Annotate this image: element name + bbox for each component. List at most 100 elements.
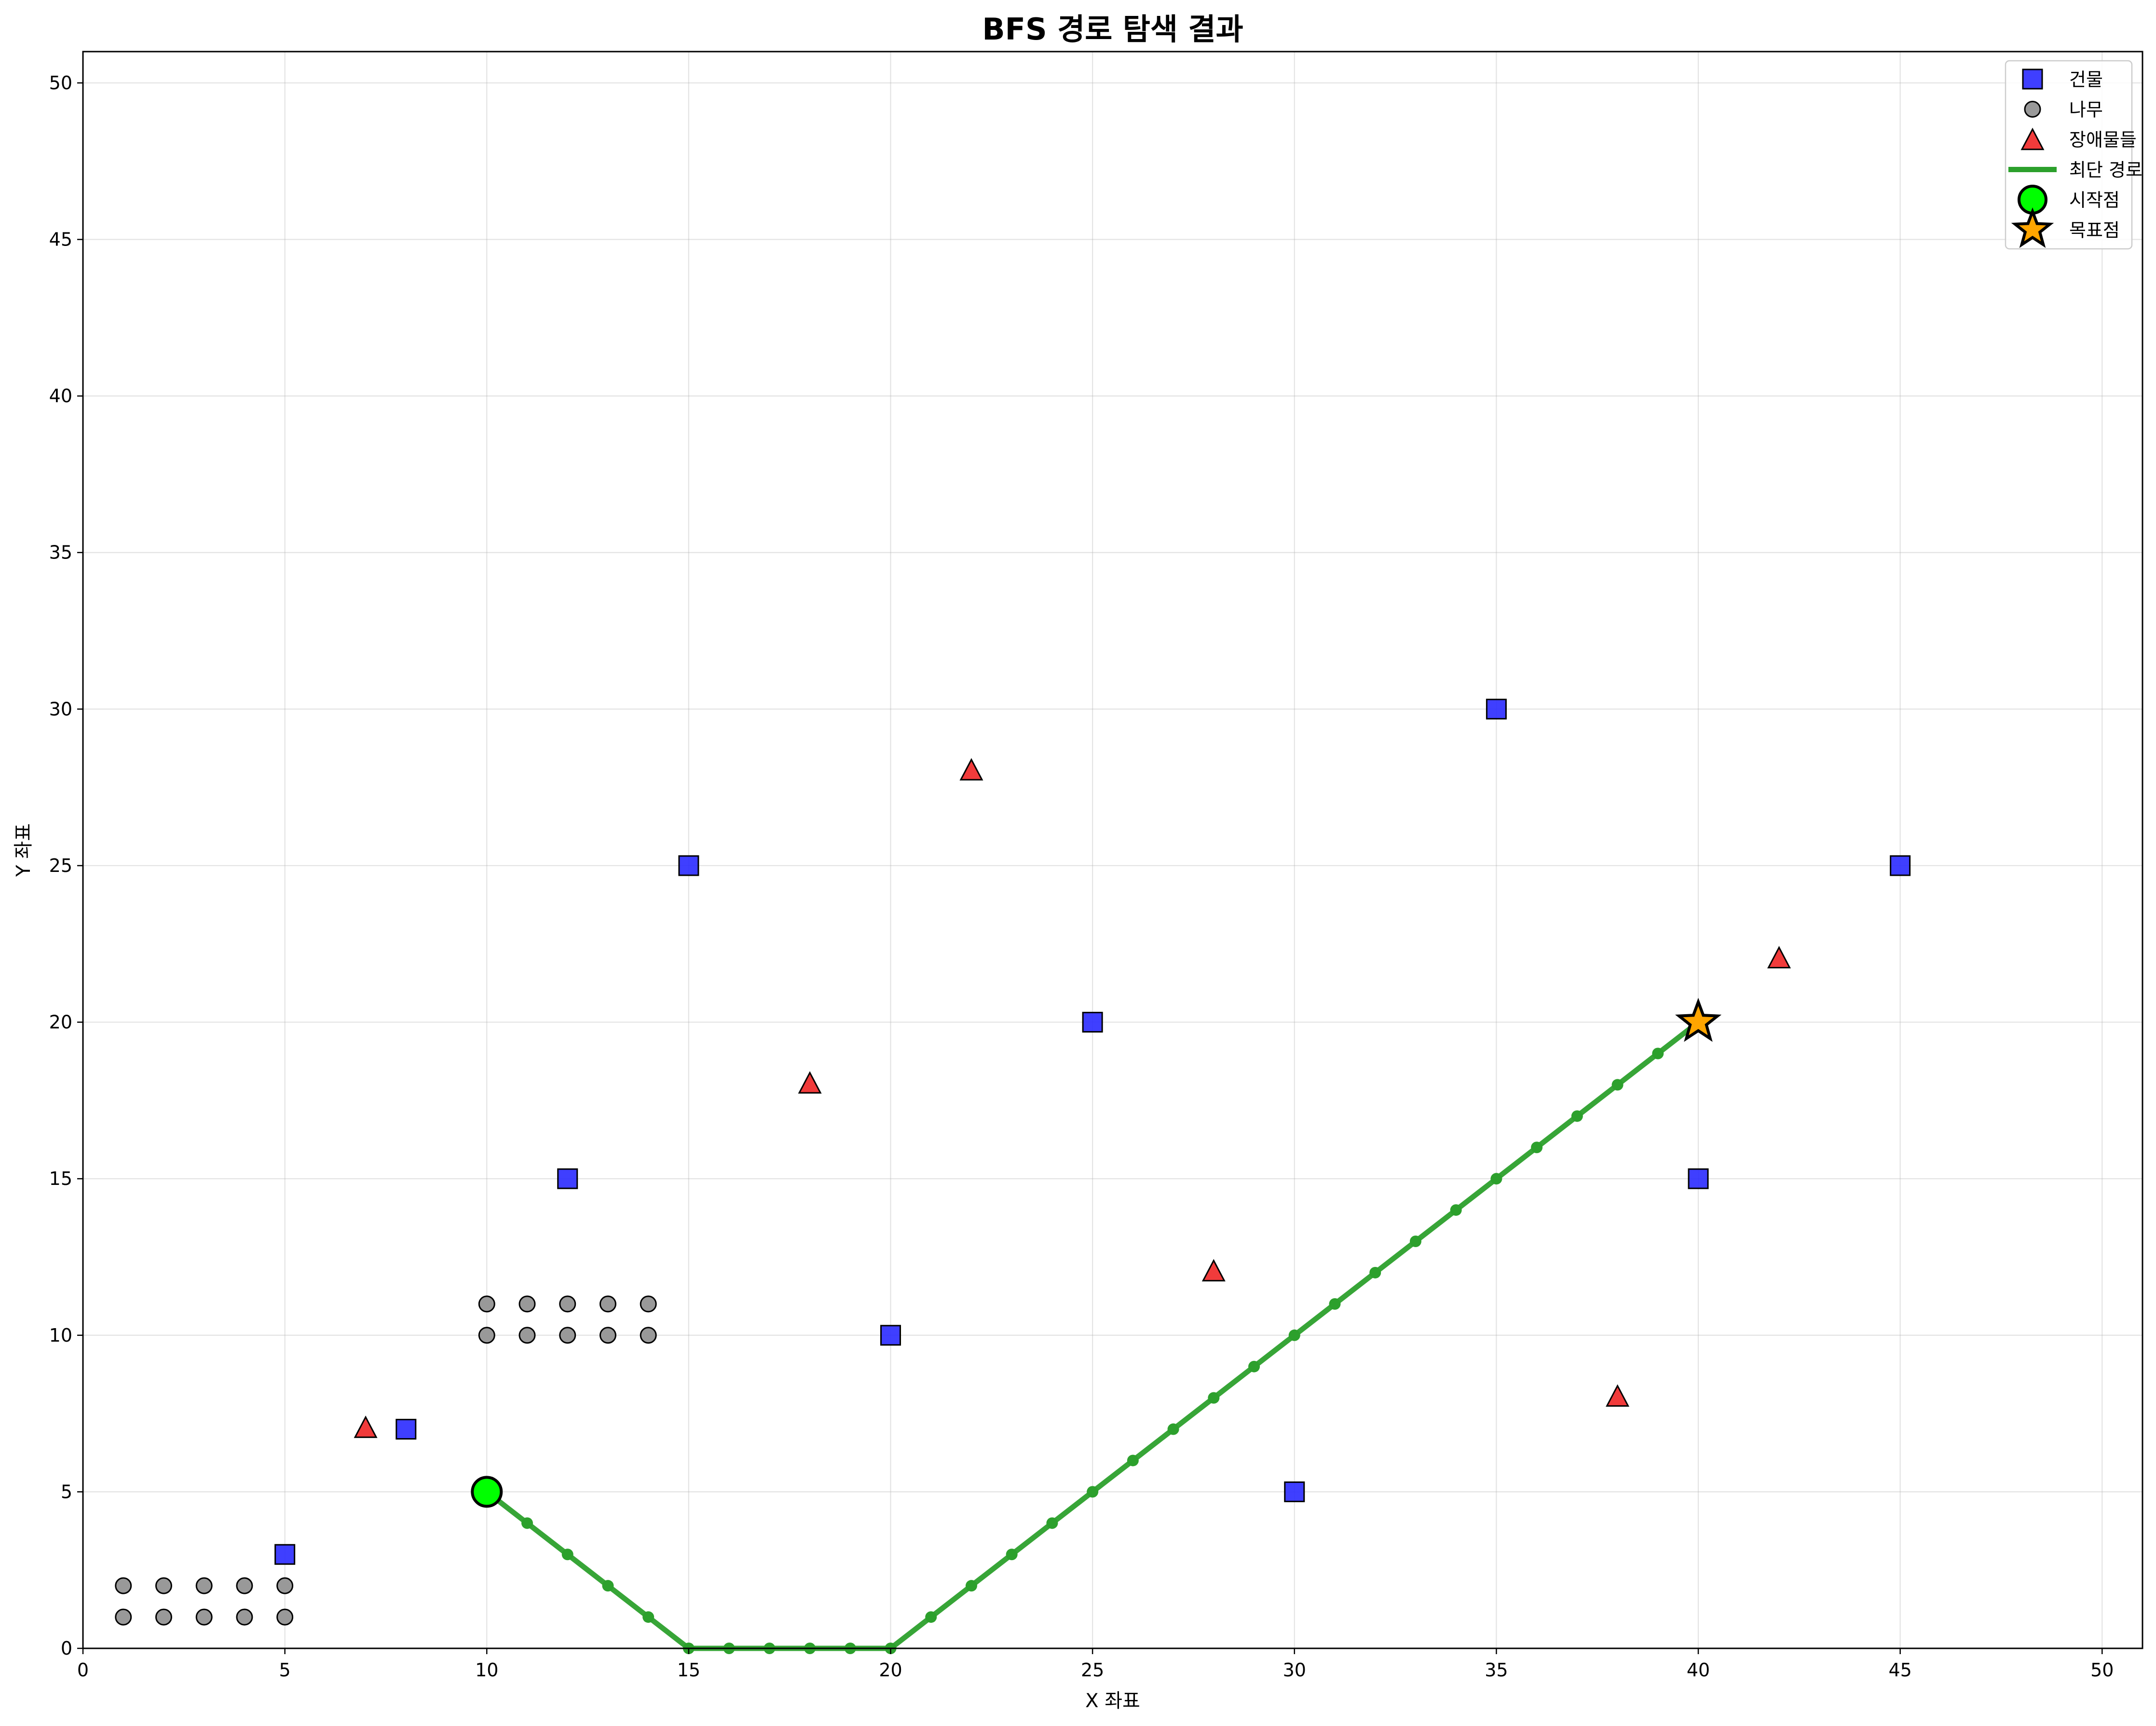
x-tick-label: 20: [879, 1659, 902, 1681]
series-buildings: [274, 698, 1911, 1565]
tree-point: [236, 1608, 253, 1626]
building-point: [678, 855, 699, 876]
tree-point: [519, 1295, 536, 1313]
tree-point: [115, 1608, 132, 1626]
legend-label: 목표점: [2069, 220, 2120, 241]
series-obstacles: [354, 758, 1791, 1438]
legend-item: 시작점: [2018, 185, 2120, 215]
obstacle-point: [1606, 1384, 1630, 1407]
x-axis-label: X 좌표: [1085, 1690, 1140, 1712]
x-tick-label: 15: [677, 1659, 700, 1681]
path-point: [1248, 1360, 1260, 1373]
legend-obstacle-icon: [2020, 127, 2045, 150]
legend-item: 건물: [2022, 68, 2103, 90]
tree-point: [519, 1327, 536, 1344]
obstacle-point: [798, 1071, 822, 1094]
x-tick-label: 25: [1081, 1659, 1104, 1681]
building-point: [880, 1325, 901, 1346]
y-tick-label: 30: [49, 698, 72, 720]
path-point: [965, 1580, 977, 1592]
series-goal: [1675, 998, 1722, 1042]
path-point: [1369, 1266, 1381, 1278]
path-point: [1450, 1204, 1462, 1216]
obstacle-point: [1201, 1259, 1226, 1282]
chart-title: BFS 경로 탐색 결과: [982, 12, 1243, 47]
legend-label: 건물: [2069, 69, 2103, 90]
y-tick-label: 20: [49, 1012, 72, 1033]
tree-point: [478, 1295, 495, 1313]
legend-goal-icon: [2011, 207, 2054, 248]
y-tick-label: 25: [49, 855, 72, 876]
y-tick-label: 0: [61, 1638, 72, 1659]
x-tick-label: 10: [475, 1659, 498, 1681]
legend-item: 장애물들: [2020, 127, 2137, 150]
tree-point: [640, 1295, 657, 1313]
y-tick-label: 45: [49, 229, 72, 250]
path-point: [1167, 1423, 1179, 1435]
obstacle-point: [354, 1415, 378, 1438]
x-tick-label: 45: [1888, 1659, 1911, 1681]
path-point: [521, 1517, 533, 1529]
legend-item: 최단 경로: [2008, 160, 2142, 181]
tree-point: [115, 1577, 132, 1594]
series-trees: [115, 1295, 657, 1626]
tree-point: [559, 1295, 576, 1313]
building-point: [274, 1544, 296, 1565]
x-tick-label: 35: [1485, 1659, 1508, 1681]
building-point: [1486, 698, 1507, 720]
path-point: [1288, 1329, 1300, 1341]
path-point: [1531, 1142, 1543, 1154]
tree-point: [478, 1327, 495, 1344]
legend-label: 장애물들: [2069, 129, 2137, 150]
data-layer: [115, 698, 1911, 1654]
y-tick-label: 50: [49, 72, 72, 94]
path-point: [1006, 1549, 1018, 1561]
path-point: [1208, 1392, 1220, 1404]
tree-point: [195, 1608, 213, 1626]
y-tick-label: 40: [49, 385, 72, 407]
building-point: [1688, 1168, 1709, 1189]
plot-frame: [82, 51, 2143, 1649]
legend-label: 나무: [2069, 99, 2103, 121]
tree-point: [599, 1327, 616, 1344]
path-point: [1127, 1454, 1139, 1467]
path-point: [1409, 1236, 1421, 1248]
legend-tree-icon: [2024, 101, 2041, 118]
path-point: [1046, 1517, 1058, 1529]
path-point: [602, 1580, 614, 1592]
obstacle-point: [959, 758, 983, 781]
legend-building-icon: [2022, 68, 2043, 90]
path-point: [1329, 1298, 1341, 1310]
path-point: [1087, 1486, 1099, 1498]
tree-point: [276, 1577, 294, 1594]
tree-point: [155, 1608, 172, 1626]
x-tick-label: 40: [1687, 1659, 1710, 1681]
path-point: [642, 1611, 655, 1623]
tree-point: [155, 1577, 172, 1594]
building-point: [1284, 1481, 1305, 1502]
y-tick-label: 5: [61, 1481, 72, 1502]
path-point: [1611, 1079, 1624, 1091]
obstacle-point: [1767, 946, 1791, 968]
axes-ticks: 0 5 10 15 20 25 30 35 40 45 50 0 5 10 15 20 25 30 35 40 45 50: [49, 72, 2114, 1681]
legend-item: 나무: [2024, 99, 2103, 121]
x-tick-label: 50: [2090, 1659, 2114, 1681]
y-tick-label: 10: [49, 1325, 72, 1346]
legend-label: 시작점: [2069, 190, 2120, 211]
path-point: [1652, 1047, 1664, 1060]
tree-point: [559, 1327, 576, 1344]
x-tick-label: 0: [77, 1659, 89, 1681]
y-tick-label: 15: [49, 1168, 72, 1189]
path-point: [1571, 1110, 1583, 1122]
tree-point: [236, 1577, 253, 1594]
x-tick-label: 5: [279, 1659, 291, 1681]
path-point: [925, 1611, 937, 1623]
y-axis-label: Y 좌표: [13, 823, 35, 877]
x-tick-label: 30: [1283, 1659, 1306, 1681]
tree-point: [640, 1327, 657, 1344]
building-point: [557, 1168, 578, 1189]
